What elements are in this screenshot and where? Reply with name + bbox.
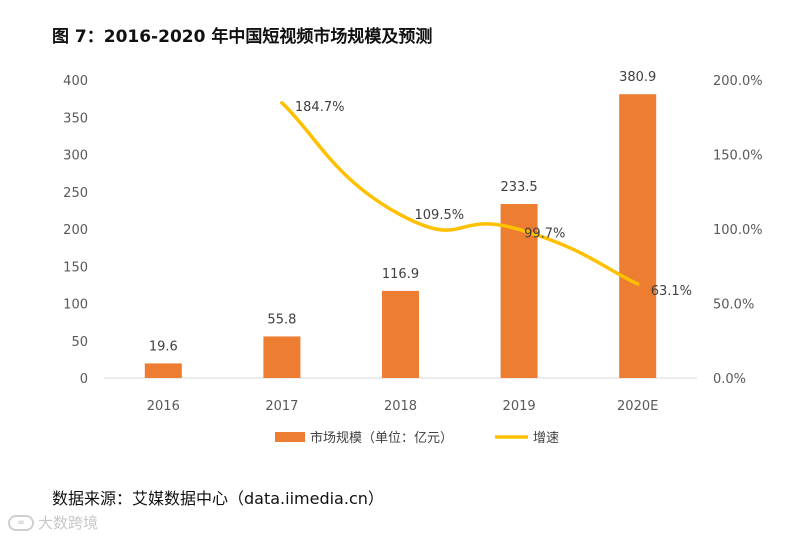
growth-line <box>280 101 640 286</box>
x-tick-label: 2020E <box>617 399 658 414</box>
left-tick-label: 300 <box>63 149 88 164</box>
bar <box>382 290 419 378</box>
growth-value-label: 63.1% <box>651 284 692 299</box>
bar-data-labels: 19.6 55.8 116.9 233.5 380.9 <box>149 70 656 354</box>
bar-value-label: 55.8 <box>267 312 296 327</box>
bar <box>144 363 182 378</box>
bar-value-label: 233.5 <box>500 180 537 195</box>
left-tick-label: 250 <box>63 186 88 201</box>
bar <box>263 336 301 378</box>
x-tick-label: 2018 <box>384 399 417 414</box>
x-axis-ticks: 2016 2017 2018 2019 2020E <box>147 399 659 414</box>
right-tick-label: 0.0% <box>713 372 746 387</box>
bar-series <box>144 94 657 379</box>
legend-bar-swatch <box>275 432 305 442</box>
legend: 市场规模（单位：亿元） 增速 <box>275 430 559 446</box>
legend-bar-label: 市场规模（单位：亿元） <box>310 430 453 446</box>
source-note: 数据来源：艾媒数据中心（data.iimedia.cn） <box>52 489 384 508</box>
x-tick-label: 2016 <box>147 399 180 414</box>
growth-value-label: 109.5% <box>415 208 465 223</box>
left-tick-label: 400 <box>63 74 88 89</box>
left-axis-ticks: 0 50 100 150 200 250 300 350 400 <box>63 74 88 387</box>
bar-value-label: 380.9 <box>619 70 656 85</box>
right-tick-label: 150.0% <box>713 149 763 164</box>
right-tick-label: 100.0% <box>713 223 763 238</box>
right-axis-ticks: 0.0% 50.0% 100.0% 150.0% 200.0% <box>713 74 763 387</box>
right-tick-label: 50.0% <box>713 298 754 313</box>
bar-value-label: 19.6 <box>149 339 178 354</box>
left-tick-label: 100 <box>63 298 88 313</box>
left-tick-label: 0 <box>80 372 88 387</box>
chart-title: 图 7：2016-2020 年中国短视频市场规模及预测 <box>52 27 433 47</box>
left-tick-label: 50 <box>71 335 88 350</box>
right-tick-label: 200.0% <box>713 74 763 89</box>
line-data-labels: 184.7% 109.5% 99.7% 63.1% <box>295 100 692 299</box>
left-tick-label: 150 <box>63 260 88 275</box>
left-tick-label: 200 <box>63 223 88 238</box>
x-tick-label: 2017 <box>265 399 298 414</box>
bar <box>619 94 657 379</box>
watermark-logo-icon: ∞ <box>8 514 34 531</box>
left-tick-label: 350 <box>63 111 88 126</box>
growth-value-label: 99.7% <box>524 226 565 241</box>
legend-line-label: 增速 <box>533 431 559 446</box>
watermark: ∞ 大数跨境 <box>8 512 98 533</box>
chart: 0 50 100 150 200 250 300 350 400 0.0% 50.0% 100.0%… <box>63 70 763 446</box>
bar-value-label: 116.9 <box>382 267 419 282</box>
growth-value-label: 184.7% <box>295 100 345 115</box>
x-tick-label: 2019 <box>503 399 536 414</box>
watermark-text: 大数跨境 <box>38 514 99 532</box>
